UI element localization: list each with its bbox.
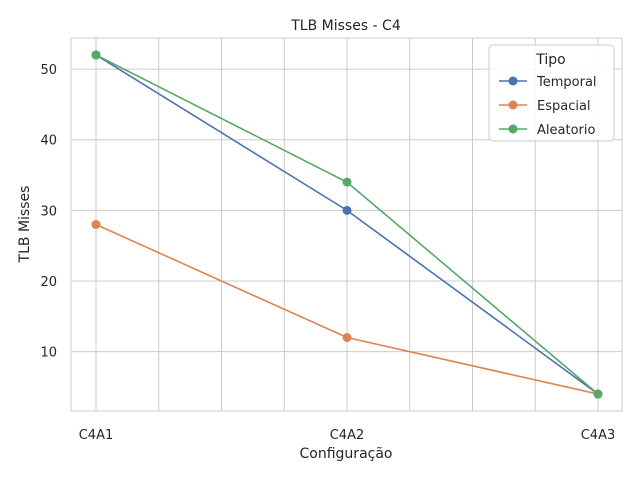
y-tick-labels: 10 20 30 40 50 bbox=[40, 63, 57, 361]
x-tick-label: C4A3 bbox=[581, 428, 616, 443]
data-point-aleatorio bbox=[91, 50, 101, 60]
data-point-temporal bbox=[342, 205, 352, 215]
legend-title: Tipo bbox=[535, 52, 565, 68]
data-point-espacial bbox=[91, 220, 101, 229]
legend-marker-espacial bbox=[508, 100, 518, 110]
legend-marker-aleatorio bbox=[508, 124, 518, 134]
data-point-aleatorio bbox=[342, 177, 352, 187]
x-axis-label: Configuração bbox=[300, 446, 393, 462]
legend-marker-temporal bbox=[508, 76, 518, 86]
x-tick-label: C4A2 bbox=[330, 428, 365, 443]
data-point-espacial bbox=[342, 333, 352, 343]
legend: Tipo Temporal Espacial Aleatorio bbox=[488, 44, 615, 142]
legend-label-temporal: Temporal bbox=[536, 75, 597, 90]
legend-label-espacial: Espacial bbox=[537, 99, 591, 114]
x-tick-labels: C4A1 C4A2 C4A3 bbox=[79, 428, 616, 443]
chart-title: TLB Misses - C4 bbox=[290, 18, 401, 34]
y-tick-label: 20 bbox=[40, 275, 57, 290]
series-group bbox=[91, 50, 603, 399]
y-tick-label: 30 bbox=[40, 204, 57, 219]
legend-label-aleatorio: Aleatorio bbox=[537, 123, 595, 138]
y-tick-label: 50 bbox=[40, 63, 57, 78]
legend-box bbox=[488, 44, 615, 142]
data-point-aleatorio bbox=[593, 389, 603, 399]
y-tick-label: 40 bbox=[40, 134, 57, 149]
x-tick-label: C4A1 bbox=[79, 428, 114, 443]
y-axis-label: TLB Misses bbox=[17, 186, 33, 264]
y-tick-label: 10 bbox=[40, 346, 57, 361]
